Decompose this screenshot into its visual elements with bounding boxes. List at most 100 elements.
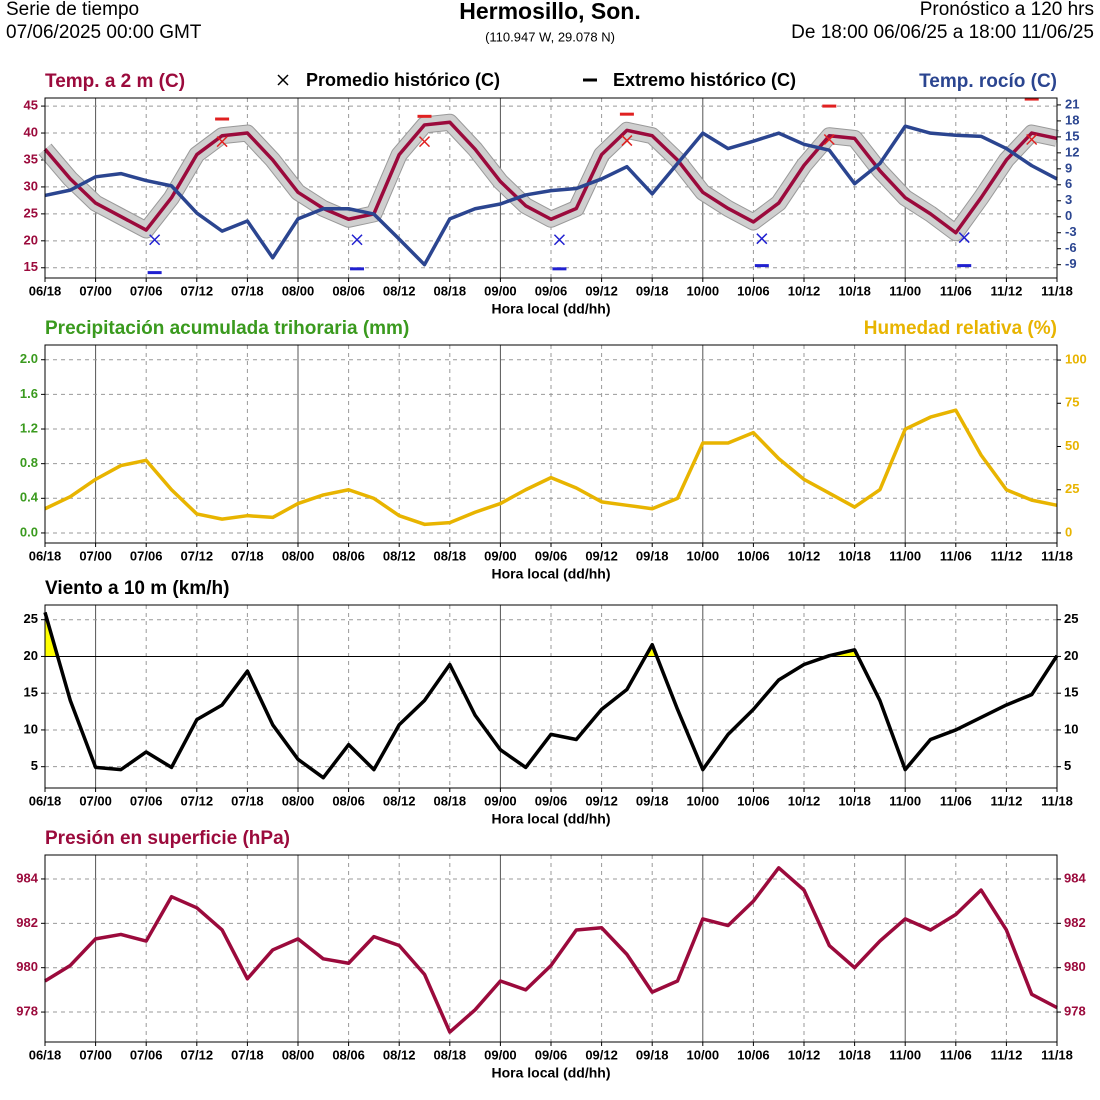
x-tick-label: 08/12 bbox=[383, 548, 416, 563]
x-tick-label: 10/00 bbox=[687, 548, 720, 563]
series-line bbox=[43, 120, 1058, 235]
x-tick-label: 08/00 bbox=[282, 548, 315, 563]
y2-tick-label: -6 bbox=[1065, 240, 1077, 255]
x-tick-label: 08/06 bbox=[332, 548, 365, 563]
x-tick-label: 07/00 bbox=[79, 793, 112, 808]
y2-axis-title: Humedad relativa (%) bbox=[864, 318, 1057, 339]
x-tick-label: 07/18 bbox=[231, 793, 264, 808]
x-tick-label: 08/12 bbox=[383, 1047, 416, 1062]
x-tick-label: 07/00 bbox=[79, 548, 112, 563]
x-tick-label: 08/18 bbox=[434, 548, 467, 563]
y2-tick-label: -9 bbox=[1065, 256, 1077, 271]
hist-avg-marker bbox=[823, 133, 835, 146]
x-tick-label: 11/12 bbox=[990, 283, 1022, 298]
x-tick-label: 07/06 bbox=[130, 793, 163, 808]
header-text: 07/06/2025 00:00 GMT bbox=[6, 22, 202, 43]
y-tick-label: 0.0 bbox=[20, 524, 38, 539]
x-tick-label: 09/12 bbox=[585, 1047, 618, 1062]
series-line bbox=[44, 124, 1058, 267]
y-tick-label: 35 bbox=[24, 151, 38, 166]
x-axis-label: Hora local (dd/hh) bbox=[492, 566, 611, 582]
hist-avg-marker bbox=[351, 234, 363, 246]
y-tick-label: 982 bbox=[1064, 915, 1086, 930]
y-tick-label: 2.0 bbox=[20, 351, 38, 366]
y-axis-title: Temp. a 2 m (C) bbox=[45, 71, 185, 92]
header-title: Hermosillo, Son. bbox=[459, 0, 640, 24]
y-tick-label: 10 bbox=[1064, 721, 1078, 736]
x-tick-label: 09/00 bbox=[484, 283, 517, 298]
x-tick-label: 11/06 bbox=[940, 793, 972, 808]
hist-avg-marker bbox=[149, 234, 161, 246]
y2-tick-label: 6 bbox=[1065, 176, 1072, 191]
y2-tick-label: 0 bbox=[1065, 524, 1072, 539]
x-tick-label: 11/18 bbox=[1041, 793, 1073, 808]
x-tick-label: 08/18 bbox=[434, 1047, 467, 1062]
y2-tick-label: 75 bbox=[1065, 395, 1079, 410]
y-tick-label: 980 bbox=[1064, 959, 1086, 974]
y-tick-label: 40 bbox=[24, 124, 38, 139]
x-axis-label: Hora local (dd/hh) bbox=[492, 811, 611, 827]
x-tick-label: 08/12 bbox=[383, 283, 416, 298]
y-tick-label: 15 bbox=[1064, 685, 1078, 700]
y-axis-title: Presión en superficie (hPa) bbox=[45, 828, 290, 849]
x-tick-label: 11/18 bbox=[1041, 548, 1073, 563]
x-tick-label: 06/18 bbox=[29, 1047, 62, 1062]
x-tick-label: 07/12 bbox=[181, 283, 214, 298]
y-tick-label: 0.8 bbox=[20, 455, 38, 470]
x-tick-label: 07/12 bbox=[181, 793, 214, 808]
x-tick-label: 08/00 bbox=[282, 793, 315, 808]
x-tick-label: 07/00 bbox=[79, 1047, 112, 1062]
y2-tick-label: 12 bbox=[1065, 144, 1079, 159]
series-line bbox=[44, 866, 1058, 1034]
y2-tick-label: 18 bbox=[1065, 112, 1079, 127]
header-text: Pronóstico a 120 hrs bbox=[920, 0, 1094, 20]
x-tick-label: 10/00 bbox=[687, 1047, 720, 1062]
x-tick-label: 10/12 bbox=[788, 793, 821, 808]
y-tick-label: 5 bbox=[31, 758, 38, 773]
x-tick-label: 09/06 bbox=[535, 793, 568, 808]
y2-tick-label: 9 bbox=[1065, 160, 1072, 175]
hist-avg-marker bbox=[418, 136, 431, 148]
plot-frame bbox=[44, 854, 1058, 1043]
x-tick-label: 08/12 bbox=[383, 793, 416, 808]
x-tick-label: 07/18 bbox=[231, 283, 264, 298]
x-tick-label: 09/06 bbox=[535, 283, 568, 298]
x-tick-label: 09/18 bbox=[636, 793, 669, 808]
y-tick-label: 20 bbox=[1064, 648, 1078, 663]
x-tick-label: 10/00 bbox=[687, 793, 720, 808]
y-tick-label: 984 bbox=[16, 870, 38, 885]
x-tick-label: 11/12 bbox=[990, 548, 1022, 563]
x-tick-label: 06/18 bbox=[29, 283, 62, 298]
x-tick-label: 11/06 bbox=[940, 548, 972, 563]
x-tick-label: 07/12 bbox=[181, 548, 214, 563]
x-tick-label: 09/00 bbox=[484, 548, 517, 563]
x-tick-label: 10/12 bbox=[788, 1047, 821, 1062]
x-tick-label: 11/00 bbox=[889, 1047, 921, 1062]
x-tick-label: 08/18 bbox=[434, 283, 467, 298]
x-axis-label: Hora local (dd/hh) bbox=[492, 301, 611, 317]
header-coords: (110.947 W, 29.078 N) bbox=[485, 29, 615, 44]
x-tick-label: 06/18 bbox=[29, 793, 62, 808]
x-tick-label: 11/12 bbox=[990, 1047, 1022, 1062]
x-tick-label: 09/18 bbox=[636, 1047, 669, 1062]
header-text: De 18:00 06/06/25 a 18:00 11/06/25 bbox=[791, 22, 1094, 43]
x-tick-label: 11/18 bbox=[1041, 283, 1073, 298]
x-tick-label: 10/06 bbox=[737, 1047, 770, 1062]
x-tick-label: 11/18 bbox=[1041, 1047, 1073, 1062]
y-tick-label: 25 bbox=[1064, 611, 1078, 626]
x-tick-label: 10/18 bbox=[838, 793, 871, 808]
x-tick-label: 07/18 bbox=[231, 548, 264, 563]
x-tick-label: 10/18 bbox=[838, 548, 871, 563]
x-tick-label: 09/06 bbox=[535, 1047, 568, 1062]
y-tick-label: 25 bbox=[24, 611, 38, 626]
x-tick-label: 07/12 bbox=[181, 1047, 214, 1062]
x-tick-label: 10/06 bbox=[737, 793, 770, 808]
x-tick-label: 09/06 bbox=[535, 548, 568, 563]
series-line bbox=[43, 611, 1059, 780]
x-tick-label: 10/00 bbox=[687, 283, 720, 298]
x-tick-label: 08/06 bbox=[332, 793, 365, 808]
x-tick-label: 10/06 bbox=[737, 548, 770, 563]
x-tick-label: 09/12 bbox=[585, 283, 618, 298]
y2-tick-label: -3 bbox=[1065, 224, 1077, 239]
